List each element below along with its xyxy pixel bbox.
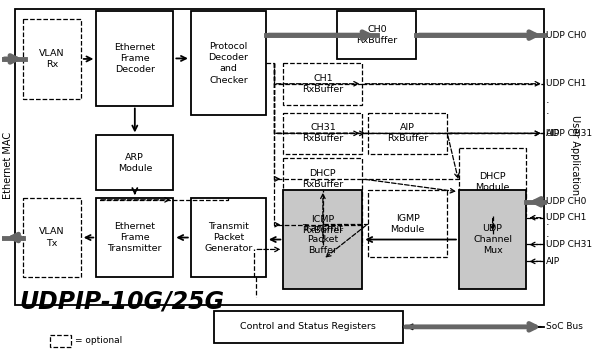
Text: CH1
RxBuffer: CH1 RxBuffer	[302, 74, 344, 94]
Text: Control and Status Registers: Control and Status Registers	[241, 322, 376, 332]
Text: Protocol
Decoder
and
Checker: Protocol Decoder and Checker	[208, 42, 248, 84]
Bar	[459, 148, 526, 216]
Bar	[15, 9, 544, 305]
Bar	[459, 190, 526, 289]
Text: SoC Bus: SoC Bus	[545, 322, 583, 332]
Text: Ethernet
Frame
Transmitter: Ethernet Frame Transmitter	[107, 222, 162, 253]
Text: ICMP
RxBuffer: ICMP RxBuffer	[302, 214, 344, 235]
Bar	[283, 204, 362, 246]
Text: UDP CH1: UDP CH1	[545, 213, 586, 222]
Text: = optional: = optional	[75, 336, 122, 345]
Text: AIP: AIP	[545, 129, 560, 138]
Bar	[23, 198, 81, 277]
Bar	[368, 190, 447, 257]
Text: Transmit
Packet
Buffer: Transmit Packet Buffer	[302, 224, 343, 255]
Bar	[283, 158, 362, 200]
Bar	[23, 19, 81, 98]
Text: DHCP
Module: DHCP Module	[475, 172, 510, 192]
Text: UDP CH0: UDP CH0	[545, 197, 586, 206]
Text: IGMP
Module: IGMP Module	[391, 214, 425, 234]
Text: Ethernet MAC: Ethernet MAC	[2, 131, 13, 199]
Bar	[191, 198, 266, 277]
Text: DHCP
RxBuffer: DHCP RxBuffer	[302, 169, 344, 189]
Bar	[214, 311, 403, 343]
Bar	[96, 11, 173, 106]
Bar	[191, 11, 266, 116]
Text: ARP
Module: ARP Module	[118, 153, 152, 173]
Text: Transmit
Packet
Generator: Transmit Packet Generator	[204, 222, 253, 253]
Bar	[96, 135, 173, 190]
Text: VLAN
Rx: VLAN Rx	[39, 49, 65, 69]
Text: UDP CH31: UDP CH31	[545, 129, 592, 138]
Bar	[283, 112, 362, 154]
Text: UDP
Channel
Mux: UDP Channel Mux	[473, 224, 512, 255]
Text: UDP CH31: UDP CH31	[545, 240, 592, 249]
Bar	[337, 11, 416, 59]
Text: Ethernet
Frame
Decoder: Ethernet Frame Decoder	[115, 43, 155, 74]
Bar	[50, 335, 71, 347]
Text: UDP CH1: UDP CH1	[545, 79, 586, 88]
Text: CH31
RxBuffer: CH31 RxBuffer	[302, 123, 344, 144]
Bar	[283, 63, 362, 105]
Text: ·
·: · ·	[545, 98, 549, 119]
Bar	[96, 198, 173, 277]
Text: UDPIP-10G/25G: UDPIP-10G/25G	[19, 289, 224, 313]
Text: CH0
RxBuffer: CH0 RxBuffer	[356, 25, 398, 45]
Text: AIP
RxBuffer: AIP RxBuffer	[387, 123, 428, 144]
Text: AIP: AIP	[545, 257, 560, 266]
Bar	[368, 112, 447, 154]
Text: User Application: User Application	[569, 115, 580, 195]
Text: ·
·: · ·	[545, 220, 549, 242]
Text: UDP CH0: UDP CH0	[545, 31, 586, 40]
Text: VLAN
Tx: VLAN Tx	[39, 227, 65, 248]
Bar	[283, 190, 362, 289]
